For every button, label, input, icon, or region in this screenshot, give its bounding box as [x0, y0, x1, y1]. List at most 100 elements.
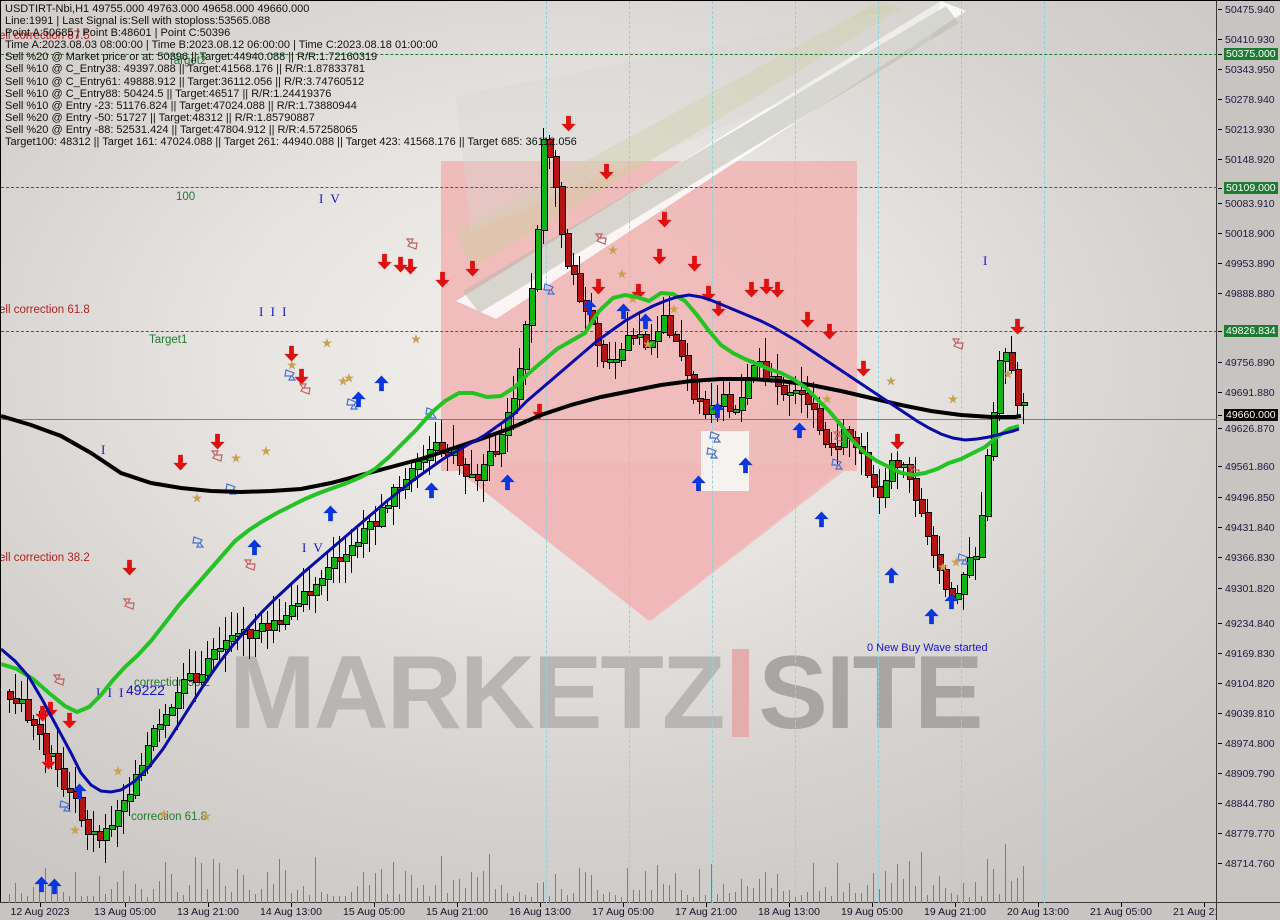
sell-arrow-icon [402, 258, 419, 280]
price-tick: 49756.890 [1217, 357, 1280, 369]
chart-plot-area[interactable]: MARKETZ SITE [0, 0, 1217, 903]
volume-bar [903, 879, 904, 903]
candle-body [109, 824, 116, 831]
volume-bar [141, 889, 142, 903]
volume-bar [585, 871, 586, 903]
time-tick-mark [374, 903, 375, 907]
volume-bar [603, 893, 604, 903]
volume-bar [435, 885, 436, 903]
volume-bar [207, 889, 208, 903]
volume-bar [849, 883, 850, 903]
time-tick-label: 15 Aug 05:00 [343, 906, 405, 918]
star-marker-icon [948, 391, 958, 409]
price-tick: 49366.830 [1217, 552, 1280, 564]
volume-bar [411, 875, 412, 903]
sell-arrow-icon [40, 753, 57, 775]
volume-bar [609, 892, 610, 903]
price-tick: 49039.810 [1217, 708, 1280, 720]
candle-body [103, 828, 110, 842]
buy-tilt-arrow-icon [424, 406, 438, 425]
volume-bar [615, 895, 616, 903]
volume-bar [915, 885, 916, 903]
sell-tilt-arrow-icon [210, 449, 224, 468]
wave-I-right: I [983, 253, 990, 268]
star-marker-icon [1003, 366, 1013, 384]
volume-bar [1017, 877, 1018, 903]
correction-61-8-label: correction 61.8 [131, 811, 208, 823]
sell-tilt-arrow-icon [405, 237, 419, 256]
volume-bar [399, 894, 400, 903]
price-tick: 49169.830 [1217, 648, 1280, 660]
day-separator [1044, 1, 1045, 903]
volume-bar [831, 895, 832, 903]
price-tick: 49888.880 [1217, 288, 1280, 300]
candle-wick [219, 626, 220, 662]
volume-bar [423, 885, 424, 903]
volume-bar [897, 863, 898, 903]
time-axis[interactable]: 12 Aug 2023 13 Aug 05:00 13 Aug 21:00 14 Au… [0, 902, 1235, 920]
price-tick: 50375.000 [1217, 48, 1280, 61]
watermark-logo: MARKETZ SITE [229, 641, 984, 745]
volume-bar [417, 888, 418, 903]
header-line-6: Sell %10 @ C_Entry61: 49888.912 || Targe… [5, 75, 365, 88]
candle-wick [279, 598, 280, 632]
sell-tilt-arrow-icon [122, 597, 136, 616]
time-tick-label: 18 Aug 13:00 [758, 906, 820, 918]
volume-bar [15, 882, 16, 903]
volume-bar [993, 868, 994, 903]
price-tick: 49660.000 [1217, 409, 1280, 422]
volume-bar [789, 889, 790, 903]
sell-arrow-icon [61, 712, 78, 734]
volume-bar [393, 861, 394, 903]
volume-bar [429, 895, 430, 903]
buy-arrow-icon [581, 299, 598, 321]
volume-bar [717, 894, 718, 903]
candle-body [25, 698, 32, 722]
volume-bar [57, 884, 58, 903]
volume-bar [909, 861, 910, 903]
volume-bar [621, 896, 622, 903]
volume-bar [627, 867, 628, 903]
volume-bar [459, 879, 460, 903]
time-tick-label: 13 Aug 05:00 [94, 906, 156, 918]
price-axis[interactable]: 50475.940 50410.930 50375.000 50343.950 5027… [1216, 0, 1280, 903]
buy-arrow-icon [737, 457, 754, 479]
header-line-0: USDTIRT-Nbi,H1 49755.000 49763.000 49658… [5, 3, 310, 15]
star-marker-icon [159, 806, 169, 824]
candle-body [127, 794, 134, 802]
buy-arrow-icon [709, 402, 726, 424]
candle-body [61, 768, 68, 790]
day-separator [961, 1, 962, 903]
volume-bar [867, 885, 868, 903]
sell-arrow-icon [710, 300, 727, 322]
candle-body [175, 692, 182, 709]
sell-arrow-icon [531, 403, 548, 425]
volume-bar [93, 895, 94, 903]
star-marker-icon [938, 559, 948, 577]
volume-bar [285, 870, 286, 903]
volume-bar [555, 874, 556, 903]
volume-bar [243, 875, 244, 903]
time-tick-mark [623, 903, 624, 907]
candle-wick [15, 673, 16, 715]
candle-body [979, 515, 986, 558]
candle-body [925, 512, 932, 538]
volume-bar [687, 894, 688, 903]
day-separator [878, 1, 879, 903]
buy-tilt-arrow-icon [191, 535, 205, 554]
time-tick-mark [706, 903, 707, 907]
target2-label: Target2 [168, 55, 207, 67]
volume-bar [201, 863, 202, 903]
buy-arrow-icon [322, 505, 339, 527]
time-tick-mark [1204, 903, 1205, 907]
header-line-10: Sell %20 @ Entry -88: 52531.424 || Targe… [5, 123, 358, 136]
price-tick: 50278.940 [1217, 94, 1280, 106]
volume-bar [87, 896, 88, 903]
volume-bar [507, 892, 508, 903]
volume-bar [27, 896, 28, 903]
volume-bar [765, 871, 766, 903]
price-tick: 48909.790 [1217, 768, 1280, 780]
time-tick-mark [1121, 903, 1122, 907]
candle-body [145, 745, 152, 767]
